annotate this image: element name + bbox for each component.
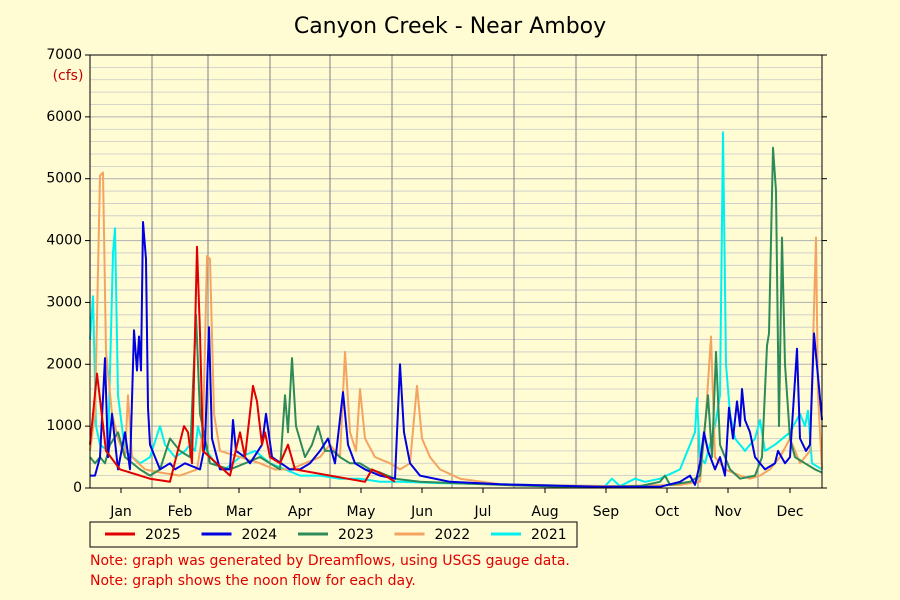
y-tick-label: 2000 (46, 356, 82, 372)
series-line (89, 245, 396, 483)
x-tick-label: Aug (531, 504, 558, 520)
note: Note: graph was generated by Dreamflows,… (90, 553, 570, 569)
x-tick-label: Nov (714, 504, 741, 520)
x-tick-label: Mar (226, 504, 253, 520)
legend-label: 2022 (435, 527, 471, 543)
legend-label: 2025 (145, 527, 181, 543)
y-axis-label: (cfs) (53, 68, 84, 84)
y-tick-label: 0 (73, 480, 82, 496)
y-tick-label: 6000 (46, 109, 82, 125)
x-tick-label: Jun (410, 504, 433, 520)
y-tick-label: 1000 (46, 418, 82, 434)
chart-title: Canyon Creek - Near Amboy (294, 14, 606, 39)
x-tick-label: Dec (776, 504, 803, 520)
series-line (90, 221, 823, 488)
y-tick-label: 7000 (46, 47, 82, 63)
legend-label: 2021 (531, 527, 567, 543)
x-tick-label: Feb (168, 504, 193, 520)
x-tick-label: Jul (474, 504, 492, 520)
x-tick-label: May (347, 504, 376, 520)
x-tick-label: Oct (655, 504, 680, 520)
x-tick-label: Apr (288, 504, 312, 520)
y-tick-label: 4000 (46, 233, 82, 249)
y-tick-label: 5000 (46, 171, 82, 187)
legend-box (89, 521, 578, 548)
y-tick-label: 3000 (46, 294, 82, 310)
plot-frame (89, 54, 823, 489)
series-line (89, 146, 823, 488)
legend-label: 2023 (338, 527, 374, 543)
series-line (89, 171, 823, 488)
x-tick-label: Sep (593, 504, 620, 520)
note: Note: graph shows the noon flow for each… (90, 573, 416, 589)
legend-label: 2024 (242, 527, 278, 543)
x-tick-label: Jan (109, 504, 132, 520)
